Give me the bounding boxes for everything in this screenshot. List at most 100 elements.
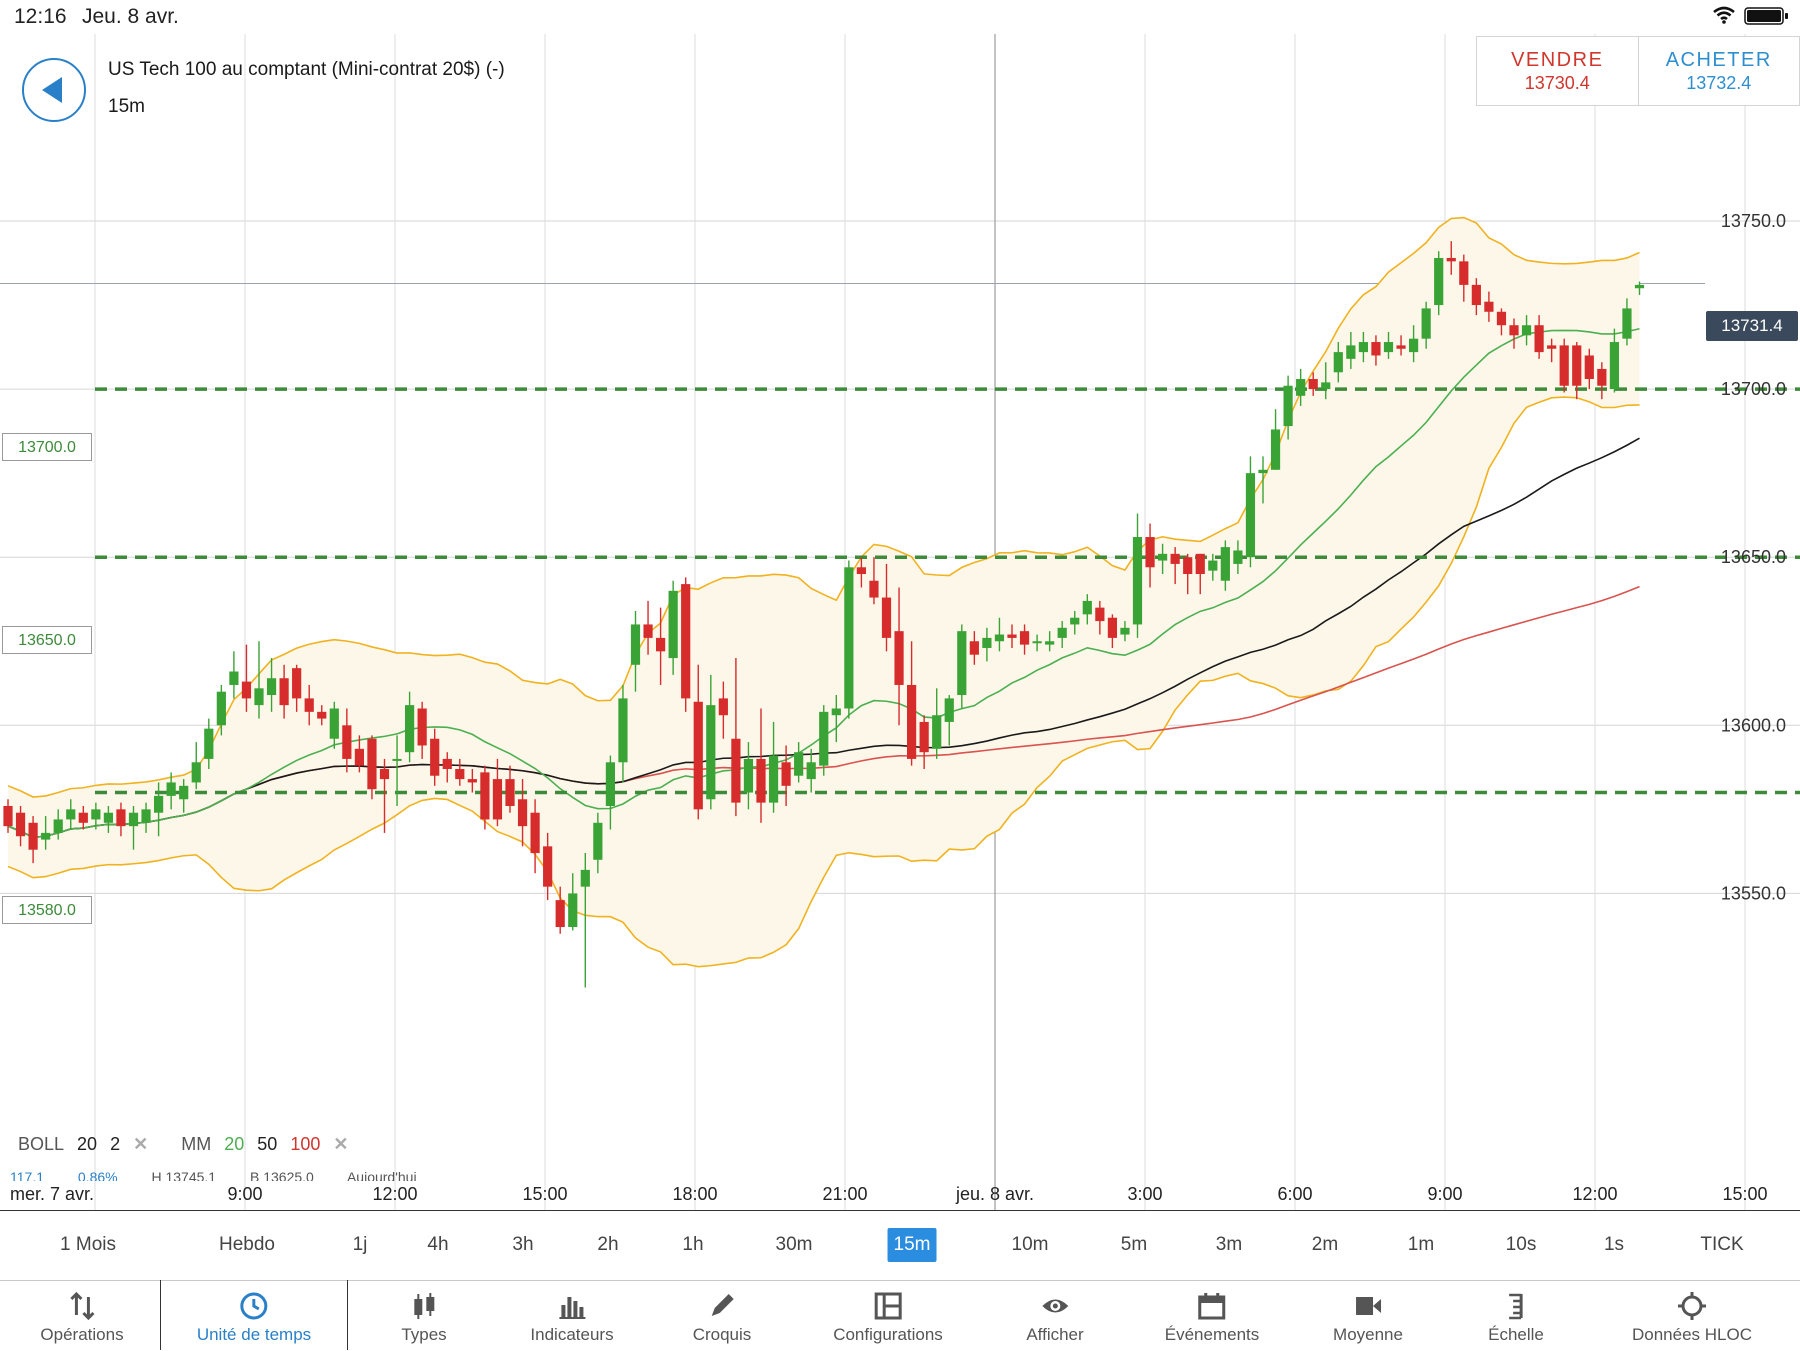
toolbar-arrows-updown-button[interactable]: Opérations xyxy=(40,1281,124,1351)
candle-body xyxy=(266,678,277,696)
chart-timeframe: 15m xyxy=(108,96,145,117)
timeframe-1-mois[interactable]: 1 Mois xyxy=(60,1234,116,1255)
time-axis-label: 15:00 xyxy=(1722,1184,1767,1204)
timeframe-3m[interactable]: 3m xyxy=(1215,1234,1243,1255)
candle-body xyxy=(1572,345,1582,386)
candle-body xyxy=(354,748,364,766)
timeframe-3h[interactable]: 3h xyxy=(512,1234,534,1255)
candle-body xyxy=(819,711,829,766)
timeframe-1m[interactable]: 1m xyxy=(1407,1234,1435,1255)
candle-body xyxy=(568,893,578,928)
candle-body xyxy=(1258,469,1268,474)
candle-body xyxy=(1195,553,1205,575)
timeframe-bar: 1 Mois Hebdo 1j 4h 3h 2h 1h 30m 15m 10m 5m 3m 2m 1m 10… xyxy=(0,1228,1800,1268)
candle-body xyxy=(856,567,866,575)
timeframe-10m[interactable]: 10m xyxy=(1011,1234,1049,1255)
candle-body xyxy=(367,738,377,790)
camera-icon xyxy=(1356,1297,1381,1315)
candle-body xyxy=(179,785,189,800)
time-axis: mer. 7 avr. 9:00 12:00 15:00 18:00 21:00 jeu. … xyxy=(10,1184,1768,1204)
buy-button[interactable]: ACHETER 13732.4 xyxy=(1637,37,1800,105)
candle-body xyxy=(28,822,38,850)
timeframe-2h[interactable]: 2h xyxy=(597,1234,619,1255)
toolbar-crosshair-button[interactable]: Données HLOC xyxy=(1632,1281,1752,1351)
back-button[interactable] xyxy=(22,58,86,122)
candle-body xyxy=(1509,325,1519,336)
candle-body xyxy=(1220,547,1230,581)
pencil-icon xyxy=(712,1294,734,1316)
back-arrow-icon xyxy=(42,77,62,103)
candle-body xyxy=(907,684,917,759)
timeframe-1s[interactable]: 1s xyxy=(1603,1234,1625,1255)
candle-body xyxy=(1446,257,1456,262)
timeframe-15m[interactable]: 15m xyxy=(887,1228,937,1262)
level-tag-13580[interactable]: 13580.0 xyxy=(2,896,92,924)
candle-body xyxy=(743,758,754,793)
toolbar-label: Unité de temps xyxy=(196,1325,312,1344)
wifi-icon xyxy=(1713,6,1735,24)
toolbar-candles-button[interactable]: Types xyxy=(401,1281,447,1351)
candle-body xyxy=(154,795,164,813)
candle-body xyxy=(1358,342,1368,353)
buy-label: ACHETER xyxy=(1665,49,1772,71)
toolbar-clock-button[interactable]: Unité de temps xyxy=(197,1281,311,1351)
scale-icon xyxy=(1508,1293,1523,1320)
stat-change: 117.1 xyxy=(10,1169,44,1181)
candle-body xyxy=(229,671,239,685)
layout-icon xyxy=(874,1292,902,1320)
stats-row: 117.1 0.86% H 13745.1 B 13625.0 Aujourd'… xyxy=(10,1169,470,1181)
candle-body xyxy=(593,822,603,860)
candle-body xyxy=(1283,385,1293,427)
timeframe-30m[interactable]: 30m xyxy=(775,1234,813,1255)
timeframe-hebdo[interactable]: Hebdo xyxy=(219,1234,275,1255)
toolbar-label: Échelle xyxy=(1488,1325,1544,1344)
candle-body xyxy=(894,631,904,685)
remove-ma-icon[interactable]: ✕ xyxy=(333,1134,349,1154)
toolbar-pencil-button[interactable]: Croquis xyxy=(693,1281,751,1351)
timeframe-1h[interactable]: 1h xyxy=(682,1234,704,1255)
remove-boll-icon[interactable]: ✕ xyxy=(133,1134,149,1154)
candle-body xyxy=(103,812,113,823)
candle-body xyxy=(919,721,929,753)
candle-body xyxy=(492,779,503,820)
candle-body xyxy=(1609,342,1619,390)
candle-body xyxy=(1107,617,1117,638)
candle-body xyxy=(1045,641,1055,645)
candle-body xyxy=(1296,379,1306,396)
candle-body xyxy=(1082,600,1092,615)
candle-body xyxy=(1308,379,1318,390)
timeframe-1j[interactable]: 1j xyxy=(352,1234,368,1255)
timeframe-4h[interactable]: 4h xyxy=(427,1234,449,1255)
candle-body xyxy=(869,580,879,598)
timeframe-5m[interactable]: 5m xyxy=(1120,1234,1148,1255)
candle-body xyxy=(731,738,741,803)
toolbar-eye-button[interactable]: Afficher xyxy=(1026,1281,1084,1351)
level-tag-13700[interactable]: 13700.0 xyxy=(2,433,92,461)
bollinger-lower xyxy=(7,396,1640,968)
price-chart[interactable]: 13750.0 13700.0 13650.0 13600.0 13550.0 mer.… xyxy=(0,34,1800,1210)
timeframe-2m[interactable]: 2m xyxy=(1311,1234,1339,1255)
toolbar-layout-button[interactable]: Configurations xyxy=(833,1281,943,1351)
timeframe-tick[interactable]: TICK xyxy=(1700,1234,1744,1255)
candle-body xyxy=(1559,345,1569,386)
toolbar-bar-chart-button[interactable]: Indicateurs xyxy=(530,1281,614,1351)
sell-button[interactable]: VENDRE 13730.4 xyxy=(1477,37,1638,105)
candle-body xyxy=(241,681,252,699)
toolbar-scale-button[interactable]: Échelle xyxy=(1488,1281,1544,1351)
candle-body xyxy=(1333,352,1343,373)
boll-period: 20 xyxy=(77,1134,98,1154)
candle-body xyxy=(1346,345,1356,359)
candle-body xyxy=(957,631,967,696)
toolbar-camera-button[interactable]: Moyenne xyxy=(1333,1281,1403,1351)
toolbar-label: Indicateurs xyxy=(530,1325,614,1344)
ma-label: MM xyxy=(181,1134,212,1154)
candle-body xyxy=(1371,342,1381,356)
candle-body xyxy=(292,668,302,699)
trade-panel: VENDRE 13730.4 ACHETER 13732.4 xyxy=(1476,36,1800,106)
candle-body xyxy=(1521,325,1532,336)
level-tag-13650[interactable]: 13650.0 xyxy=(2,626,92,654)
candle-body xyxy=(656,637,666,652)
toolbar-calendar-button[interactable]: Événements xyxy=(1165,1281,1259,1351)
timeframe-10s[interactable]: 10s xyxy=(1505,1234,1537,1255)
candle-body xyxy=(128,812,139,827)
